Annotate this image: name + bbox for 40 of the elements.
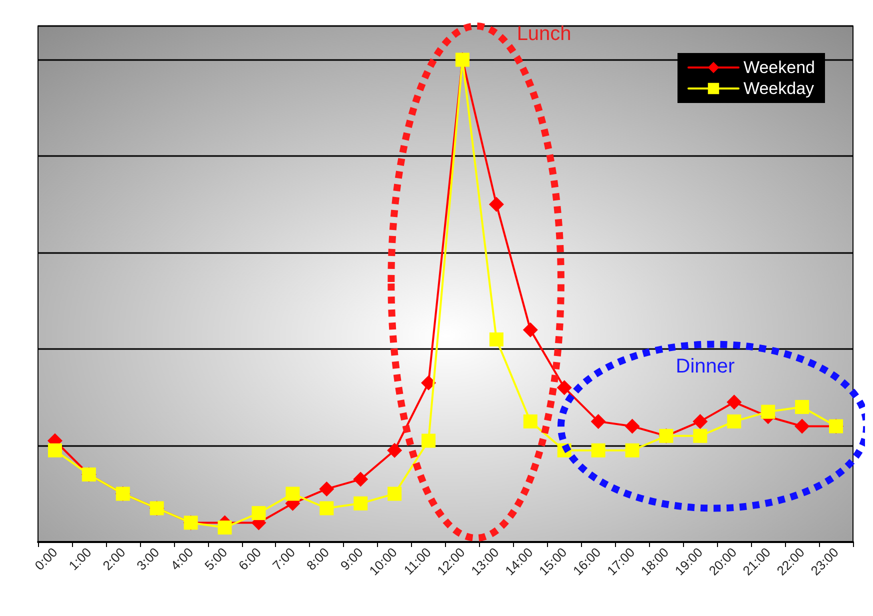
x-tick-label: 3:00 (134, 544, 162, 574)
point (693, 428, 708, 443)
x-tick-label: 4:00 (168, 544, 196, 574)
x-tick-label: 7:00 (270, 544, 298, 574)
point (48, 443, 62, 458)
point (422, 434, 436, 448)
point (354, 496, 368, 510)
x-tick-label: 9:00 (337, 544, 366, 574)
point (286, 486, 300, 501)
point (252, 506, 266, 520)
point (794, 418, 810, 434)
point (624, 418, 640, 434)
point (353, 472, 368, 487)
point (388, 486, 402, 501)
x-tick-label: 6:00 (236, 544, 264, 574)
point (218, 520, 232, 535)
point (590, 414, 606, 429)
annotation: Dinner (676, 355, 736, 378)
point (625, 443, 640, 458)
point (523, 414, 538, 428)
point (591, 443, 606, 458)
x-tick-label: 0:00 (32, 544, 60, 574)
text: Lunch (516, 23, 572, 45)
point (726, 394, 742, 410)
point (421, 375, 436, 390)
point (387, 442, 402, 458)
legend-label: Weekday (743, 79, 815, 98)
point (556, 380, 572, 396)
point (761, 404, 776, 419)
point (488, 196, 504, 212)
point (727, 414, 742, 428)
legend-label: Weekend (743, 58, 816, 77)
point (320, 501, 334, 516)
point (795, 400, 810, 414)
point (522, 322, 538, 338)
x-tick-label: 5:00 (202, 544, 230, 574)
x-tick-label: 8:00 (303, 544, 332, 574)
point (692, 414, 708, 429)
point (489, 332, 504, 346)
point (319, 481, 334, 496)
